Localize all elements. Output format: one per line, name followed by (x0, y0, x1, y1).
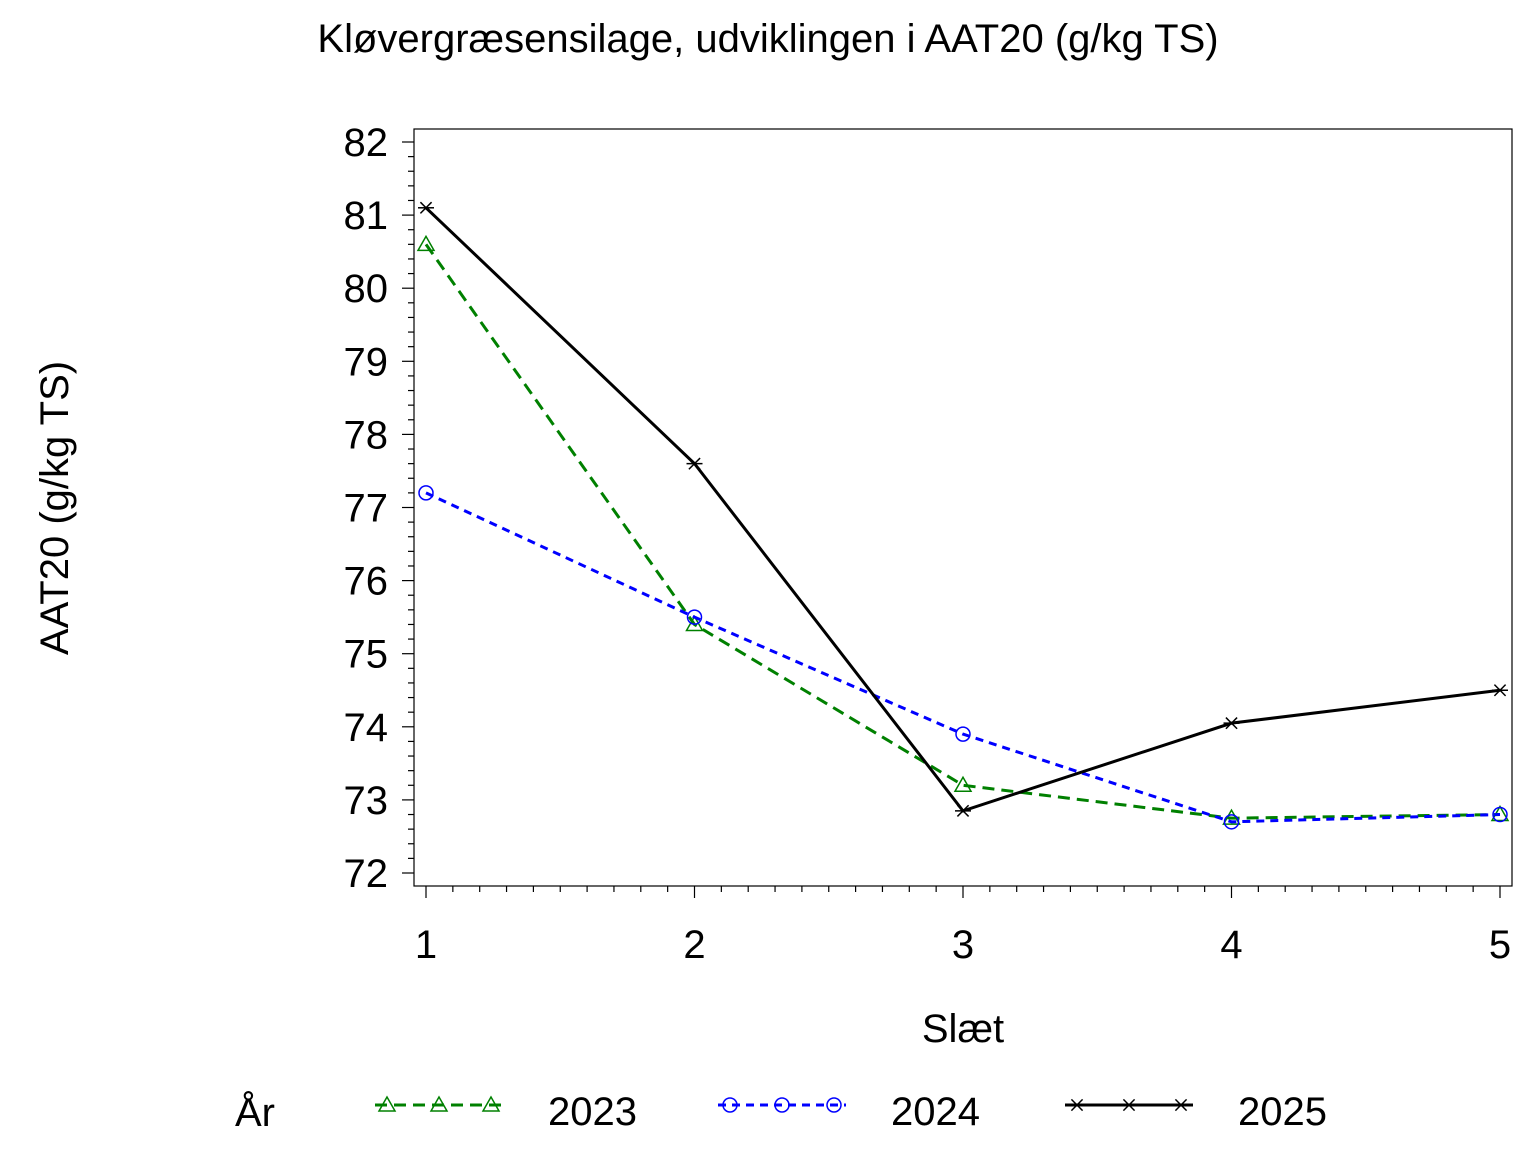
data-point (1223, 717, 1240, 730)
y-tick-label: 74 (344, 706, 389, 750)
data-point (953, 775, 973, 793)
data-point (418, 201, 434, 214)
y-tick-label: 79 (344, 340, 389, 384)
legend-label: 2023 (548, 1090, 637, 1134)
x-axis-label: Slæt (922, 1007, 1004, 1051)
y-axis: 72 73 74 75 76 77 78 79 80 81 82 (344, 121, 414, 896)
y-tick-label: 82 (344, 121, 389, 165)
y-tick-label: 78 (344, 413, 389, 457)
series-2025 (418, 201, 1508, 817)
x-tick-label: 1 (415, 923, 437, 967)
y-tick-label: 81 (344, 194, 389, 238)
legend-label: 2024 (891, 1090, 980, 1134)
series-2023 (416, 234, 1510, 825)
data-point (955, 804, 971, 817)
data-point (418, 485, 434, 501)
x-tick-label: 5 (1489, 923, 1511, 967)
series-layer (416, 201, 1510, 830)
y-tick-label: 80 (344, 267, 389, 311)
data-point (955, 726, 971, 742)
legend-entry-2025: 2025 (1065, 1090, 1327, 1134)
y-tick-label: 75 (344, 633, 389, 677)
y-tick-label: 73 (344, 779, 389, 823)
legend-marker (481, 1095, 501, 1112)
legend-entry-2023: 2023 (375, 1090, 637, 1134)
data-point (416, 234, 436, 252)
x-axis: 1 2 3 4 5 (415, 886, 1511, 967)
data-point (686, 609, 703, 625)
legend-marker (1173, 1098, 1189, 1112)
y-tick-label: 76 (344, 560, 389, 604)
legend: År 2023 2024 2025 (235, 1090, 1327, 1135)
legend-marker (826, 1097, 842, 1113)
y-tick-label: 77 (344, 487, 389, 531)
legend-marker (1121, 1098, 1137, 1112)
y-tick-label: 72 (344, 852, 389, 896)
legend-marker (722, 1097, 738, 1113)
legend-entry-2024: 2024 (718, 1090, 980, 1134)
x-tick-label: 2 (683, 923, 705, 967)
x-tick-label: 3 (952, 923, 974, 967)
legend-label: 2025 (1238, 1090, 1327, 1134)
data-point (1492, 806, 1508, 823)
data-point (1222, 808, 1241, 825)
series-line-2023 (424, 243, 1501, 820)
plot-frame (413, 128, 1513, 887)
legend-marker (429, 1095, 449, 1112)
series-line-2025 (424, 206, 1501, 813)
legend-marker (774, 1097, 790, 1113)
series-line-2024 (425, 491, 1501, 824)
legend-marker (1069, 1098, 1085, 1112)
legend-marker (377, 1095, 397, 1112)
y-axis-label: AAT20 (g/kg TS) (33, 361, 77, 655)
data-point (686, 457, 703, 470)
data-point (1492, 684, 1508, 697)
series-2024 (418, 485, 1508, 830)
data-point (1223, 814, 1240, 830)
legend-title: År (235, 1090, 275, 1135)
chart-title: Kløvergræsensilage, udviklingen i AAT20 … (317, 17, 1218, 61)
x-tick-label: 4 (1220, 923, 1242, 967)
